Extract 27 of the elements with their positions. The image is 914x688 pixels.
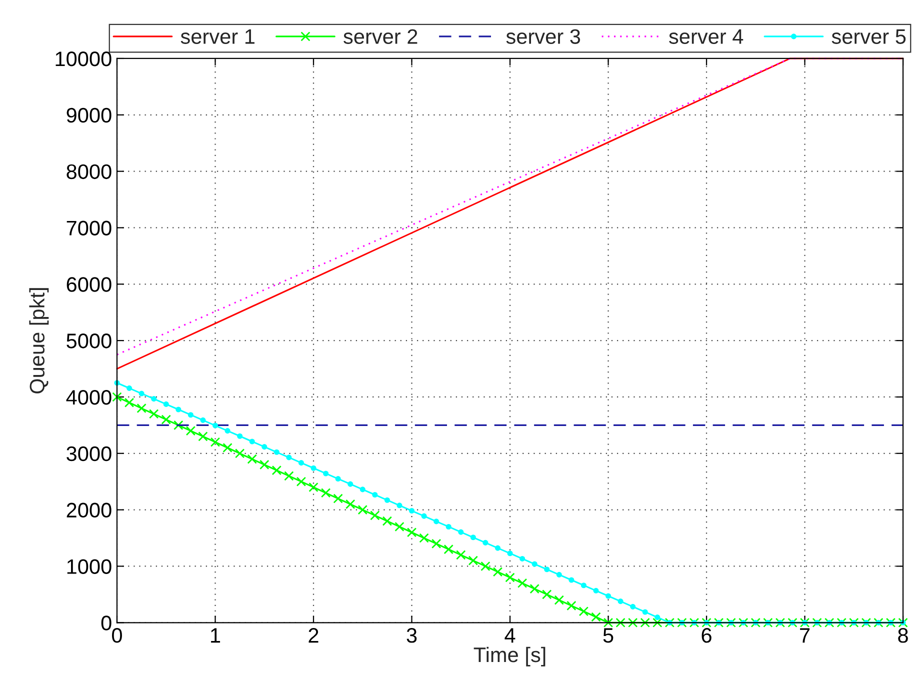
y-tick-label: 7000 xyxy=(66,220,112,236)
x-tick-label: 7 xyxy=(800,628,810,643)
legend-label: server 1 xyxy=(180,29,254,44)
y-tick-label: 8000 xyxy=(66,164,112,180)
legend-label: server 5 xyxy=(832,29,906,44)
x-tick-label: 2 xyxy=(308,628,318,643)
legend-label: server 3 xyxy=(506,29,580,44)
y-tick-label: 3000 xyxy=(66,446,112,462)
y-tick-label: 9000 xyxy=(66,108,112,123)
x-tick-label: 8 xyxy=(898,628,908,643)
x-axis-title: Time [s] xyxy=(474,646,546,666)
y-tick-label: 6000 xyxy=(66,277,112,292)
y-tick-label: 4000 xyxy=(66,390,112,405)
x-tick-label: 3 xyxy=(406,628,417,643)
y-tick-label: 0 xyxy=(101,616,112,630)
x-tick-label: 6 xyxy=(702,628,712,643)
y-tick-label: 5000 xyxy=(66,334,112,348)
legend-label: server 4 xyxy=(669,29,744,44)
legend-label: server 2 xyxy=(344,29,418,44)
y-tick-label: 2000 xyxy=(66,502,112,518)
y-tick-label: 1000 xyxy=(67,559,112,574)
y-axis-title: Queue [pkt] xyxy=(29,288,49,394)
x-tick-label: 5 xyxy=(603,628,614,643)
x-tick-label: 0 xyxy=(112,628,122,643)
y-tick-label: 10000 xyxy=(56,51,112,66)
x-tick-label: 1 xyxy=(211,628,220,643)
x-tick-label: 4 xyxy=(504,628,516,643)
